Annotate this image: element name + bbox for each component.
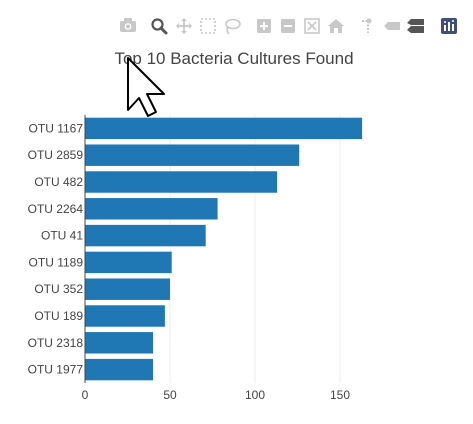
hover-compare-icon[interactable]: [407, 19, 424, 33]
bar-otu-189[interactable]: [85, 305, 165, 327]
y-tick-label: OTU 41: [41, 229, 83, 243]
y-tick-label: OTU 2264: [28, 202, 84, 216]
y-tick-label: OTU 2859: [28, 148, 84, 162]
y-tick-label: OTU 482: [34, 175, 83, 189]
x-axis-labels: 0 50 100 150: [82, 388, 351, 402]
bar-otu-1189[interactable]: [85, 251, 172, 274]
x-tick-label: 100: [245, 388, 265, 402]
box-select-icon[interactable]: [200, 18, 216, 34]
bar-otu-2264[interactable]: [85, 198, 218, 220]
x-tick-label: 0: [82, 388, 89, 402]
modebar: [120, 18, 457, 35]
zoom-icon[interactable]: [151, 18, 168, 35]
y-tick-label: OTU 1189: [29, 255, 84, 269]
bar-otu-1977[interactable]: [85, 358, 153, 381]
bar-otu-352[interactable]: [85, 278, 170, 300]
bar-otu-1167[interactable]: [85, 117, 363, 140]
lasso-select-icon[interactable]: [225, 18, 241, 35]
y-tick-label: OTU 189: [34, 309, 83, 323]
y-axis-labels: OTU 1167 OTU 2859 OTU 482 OTU 2264 OTU 41 OTU…: [28, 121, 84, 376]
bar-otu-2318[interactable]: [85, 332, 153, 354]
autoscale-icon[interactable]: [304, 18, 320, 34]
y-tick-label: OTU 352: [34, 282, 83, 296]
pan-icon[interactable]: [176, 18, 192, 34]
zoom-out-icon[interactable]: [281, 19, 295, 33]
mouse-cursor-icon: [127, 57, 165, 117]
chart-title: Top 10 Bacteria Cultures Found: [114, 49, 353, 68]
y-tick-label: OTU 1167: [29, 121, 84, 135]
x-tick-label: 150: [330, 388, 350, 402]
camera-icon[interactable]: [120, 18, 136, 32]
bar-otu-2859[interactable]: [85, 144, 300, 166]
zoom-in-icon[interactable]: [257, 19, 271, 33]
bar-otu-41[interactable]: [85, 224, 206, 247]
hover-closest-icon[interactable]: [384, 22, 400, 30]
y-tick-label: OTU 2318: [28, 336, 84, 350]
reset-axes-icon[interactable]: [328, 19, 344, 33]
bar-otu-482[interactable]: [85, 171, 278, 193]
x-tick-label: 50: [163, 388, 177, 402]
y-tick-label: OTU 1977: [28, 363, 84, 377]
bars: [85, 117, 363, 381]
spike-lines-icon[interactable]: [362, 18, 372, 34]
plotly-logo-icon[interactable]: [441, 18, 457, 34]
